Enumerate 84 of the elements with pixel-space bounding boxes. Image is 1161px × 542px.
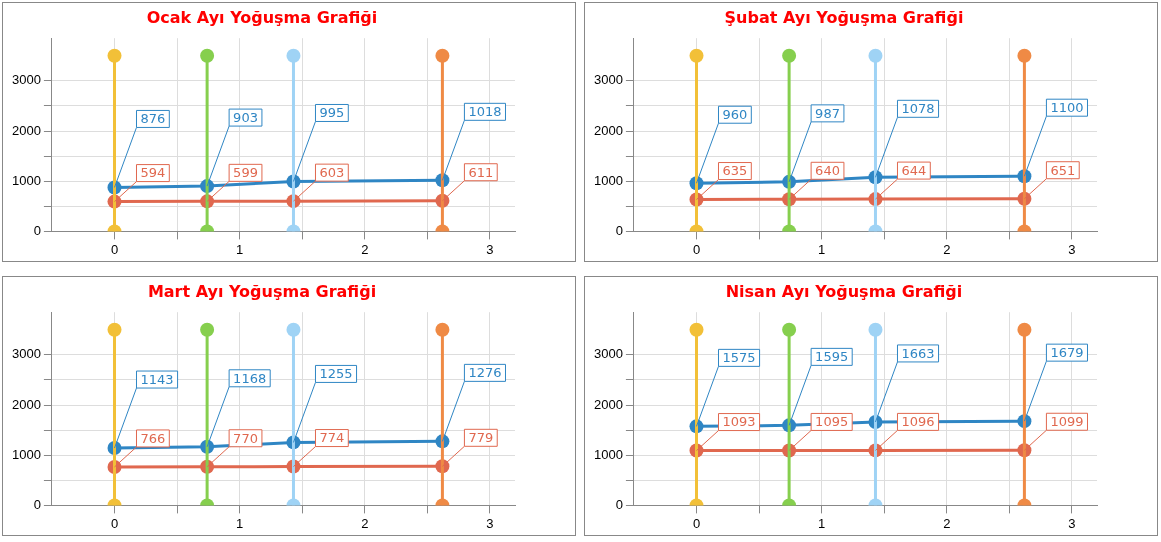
data-label: 1255 [319, 366, 353, 382]
data-label: 603 [319, 165, 345, 181]
x-tick-label: 2 [943, 515, 951, 531]
x-tick-label: 3 [1068, 241, 1076, 257]
point [435, 322, 450, 337]
data-label: 1095 [815, 414, 849, 430]
point [435, 48, 450, 63]
data-label: 1143 [140, 371, 174, 387]
x-tick-label: 0 [692, 515, 701, 531]
y-tick-label: 2000 [12, 396, 41, 412]
data-label: 960 [722, 107, 748, 123]
point [200, 48, 215, 63]
y-tick-label: 2000 [12, 122, 41, 138]
data-label: 611 [468, 164, 494, 180]
data-label: 1276 [468, 365, 502, 381]
y-tick-label: 1000 [12, 172, 41, 188]
chart-title: Ocak Ayı Yoğuşma Grafiği [146, 7, 378, 27]
x-tick-label: 2 [361, 241, 369, 257]
chart-title: Mart Ayı Yoğuşma Grafiği [147, 281, 377, 301]
data-label: 1100 [1050, 100, 1084, 116]
data-label: 1663 [901, 345, 935, 361]
x-tick-label: 3 [486, 515, 494, 531]
y-tick-label: 3000 [12, 346, 41, 362]
data-label: 594 [140, 165, 166, 181]
point [782, 48, 797, 63]
y-tick-label: 3000 [12, 72, 41, 88]
x-tick-label: 0 [692, 241, 701, 257]
y-tick-label: 0 [33, 222, 41, 238]
point [1017, 322, 1032, 337]
x-tick-label: 1 [818, 241, 826, 257]
y-tick-label: 3000 [594, 72, 623, 88]
chart-title: Nisan Ayı Yoğuşma Grafiği [725, 281, 963, 301]
data-label: 766 [140, 430, 166, 446]
y-tick-label: 0 [615, 496, 623, 512]
point [200, 322, 215, 337]
data-label: 987 [815, 105, 840, 121]
point [107, 48, 122, 63]
x-tick-label: 0 [110, 241, 119, 257]
point [782, 322, 797, 337]
x-tick-label: 1 [236, 241, 244, 257]
point [286, 322, 301, 337]
y-tick-label: 0 [615, 222, 623, 238]
x-tick-label: 1 [818, 515, 826, 531]
data-label: 651 [1050, 162, 1076, 178]
point [868, 48, 883, 63]
data-label: 635 [722, 163, 748, 179]
y-tick-label: 0 [33, 496, 41, 512]
y-tick-label: 1000 [594, 172, 623, 188]
data-label: 640 [815, 163, 840, 179]
data-label: 599 [233, 165, 258, 181]
data-label: 774 [319, 430, 345, 446]
x-tick-label: 3 [486, 241, 494, 257]
data-label: 770 [233, 430, 258, 446]
data-label: 1096 [901, 414, 935, 430]
data-label: 779 [468, 430, 494, 446]
data-label: 1575 [722, 350, 756, 366]
y-tick-label: 1000 [12, 446, 41, 462]
y-tick-label: 2000 [594, 396, 623, 412]
data-label: 995 [319, 105, 345, 121]
x-tick-label: 2 [361, 515, 369, 531]
x-tick-label: 2 [943, 241, 951, 257]
y-tick-label: 2000 [594, 122, 623, 138]
data-label: 1078 [901, 101, 935, 117]
point [286, 48, 301, 63]
data-label: 903 [233, 109, 258, 125]
data-label: 1168 [233, 370, 267, 386]
x-tick-label: 3 [1068, 515, 1076, 531]
point [1017, 48, 1032, 63]
y-tick-label: 1000 [594, 446, 623, 462]
point [868, 322, 883, 337]
data-label: 1099 [1050, 414, 1084, 430]
data-label: 1018 [468, 104, 502, 120]
data-label: 644 [901, 162, 927, 178]
point [689, 48, 704, 63]
data-label: 1093 [722, 414, 756, 430]
x-tick-label: 0 [110, 515, 119, 531]
data-label: 1595 [815, 349, 849, 365]
x-tick-label: 1 [236, 515, 244, 531]
y-tick-label: 3000 [594, 346, 623, 362]
data-label: 1679 [1050, 345, 1084, 361]
chart-title: Şubat Ayı Yoğuşma Grafiği [724, 7, 964, 27]
point [689, 322, 704, 337]
point [107, 322, 122, 337]
data-label: 876 [140, 111, 166, 127]
